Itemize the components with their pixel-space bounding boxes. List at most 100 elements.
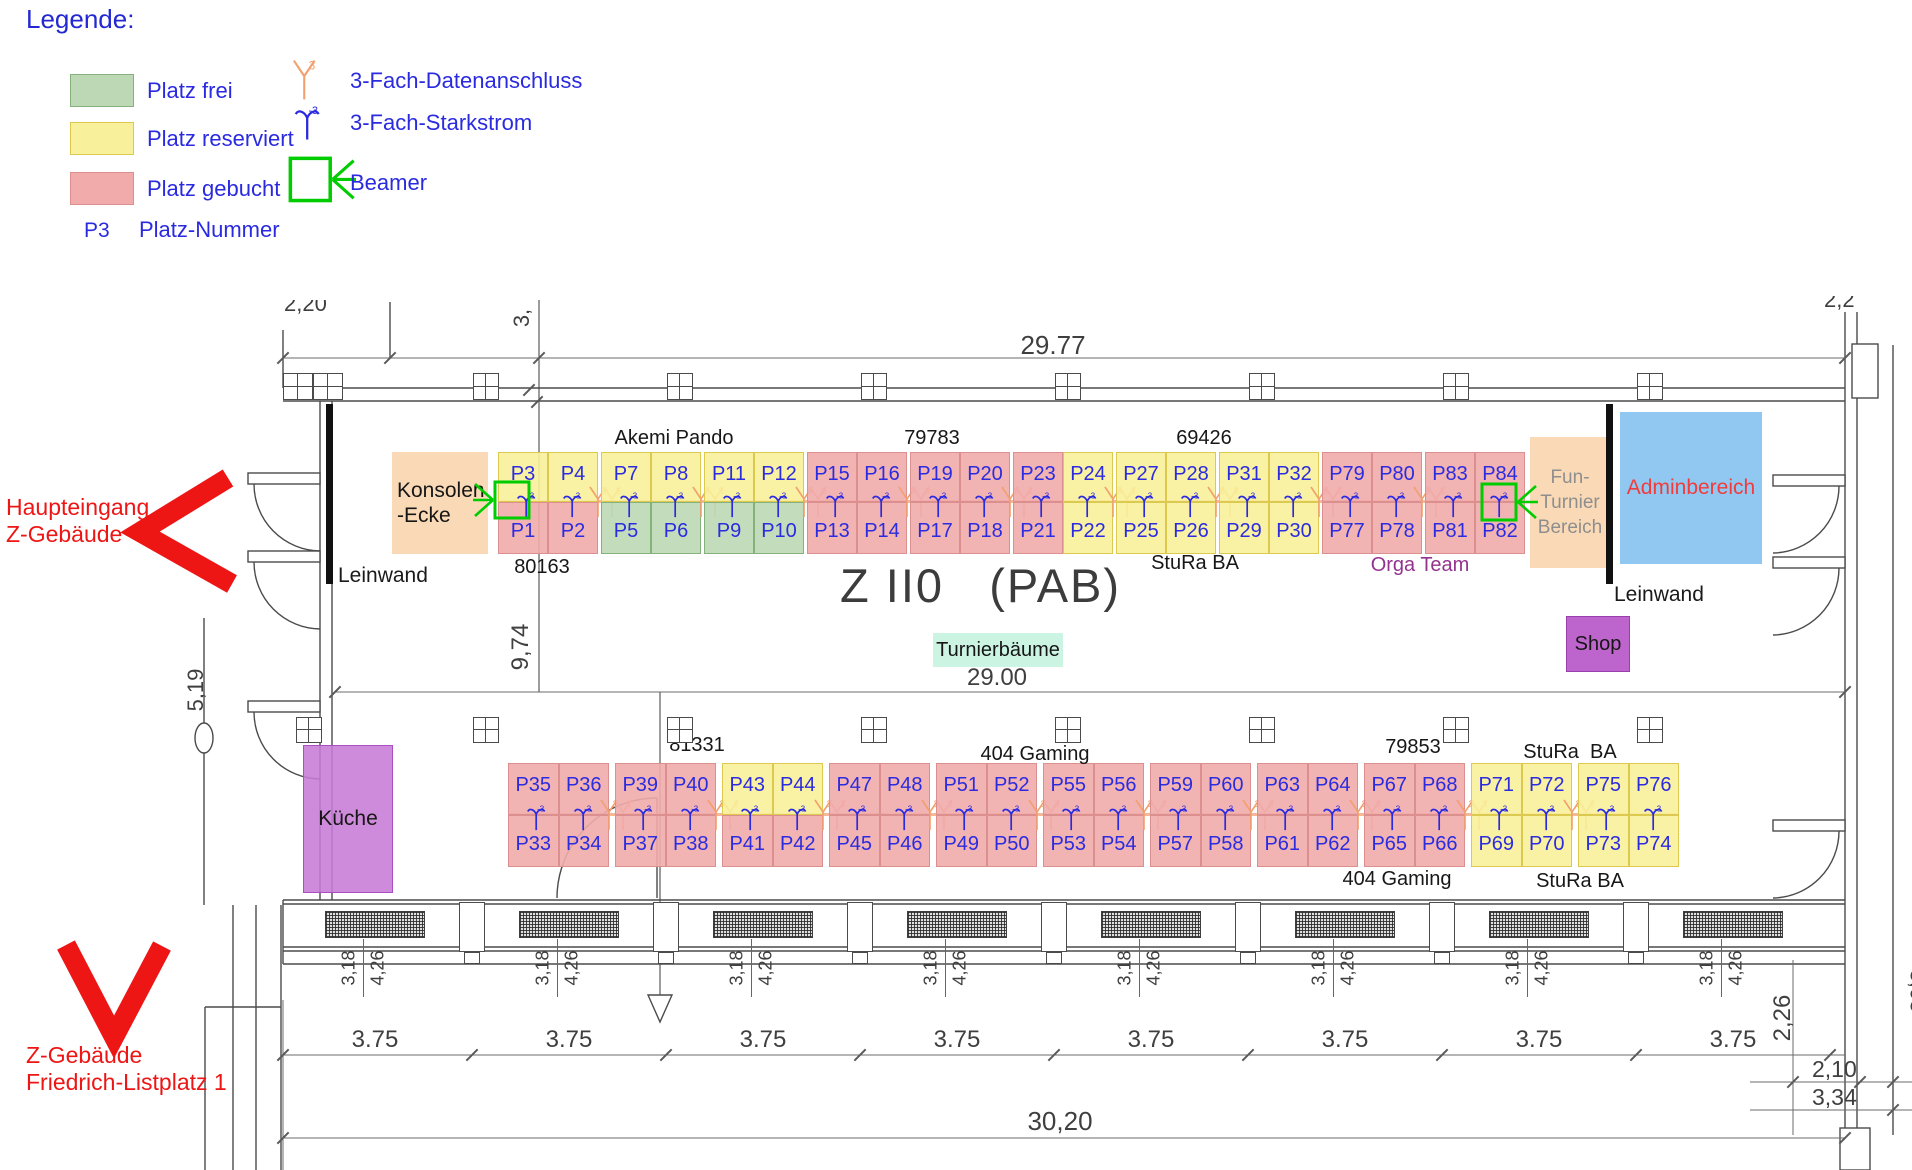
starkstrom-icon: -3	[1383, 804, 1402, 831]
seat-P60[interactable]: P60	[1200, 763, 1251, 815]
dim-window-divider	[751, 939, 752, 997]
seat-P11[interactable]: P11	[704, 452, 754, 502]
seat-P21[interactable]: P21	[1013, 502, 1063, 554]
seat-P16[interactable]: P16	[857, 452, 907, 502]
seat-P49[interactable]: P49	[936, 815, 987, 867]
seat-P13[interactable]: P13	[807, 502, 857, 554]
seat-label: P75	[1585, 774, 1622, 796]
seat-P9[interactable]: P9	[704, 502, 754, 554]
seat-P75[interactable]: P75	[1578, 763, 1629, 815]
seat-P7[interactable]: P7	[601, 452, 651, 502]
seat-P20[interactable]: P20	[960, 452, 1010, 502]
seat-P19[interactable]: P19	[910, 452, 960, 502]
seat-P41[interactable]: P41	[722, 815, 773, 867]
seat-P8[interactable]: P8	[651, 452, 701, 502]
seat-P33[interactable]: P33	[508, 815, 559, 867]
legend-item-label: Platz reserviert	[147, 126, 294, 151]
seat-P54[interactable]: P54	[1093, 815, 1144, 867]
svg-text:-3: -3	[798, 804, 806, 813]
seat-P56[interactable]: P56	[1093, 763, 1144, 815]
wall-pillar	[1429, 902, 1455, 952]
seat-P29[interactable]: P29	[1219, 502, 1269, 554]
seat-P15[interactable]: P15	[807, 452, 857, 502]
seat-P27[interactable]: P27	[1116, 452, 1166, 502]
seat-label: P12	[761, 463, 797, 485]
seat-P45[interactable]: P45	[829, 815, 880, 867]
wall-pillar-foot	[852, 952, 868, 964]
area-label: Fun-	[1550, 467, 1590, 488]
seat-P17[interactable]: P17	[910, 502, 960, 554]
dim-window-a: 3,18	[726, 950, 747, 986]
seat-P40[interactable]: P40	[665, 763, 716, 815]
group-label: StuRa BA	[1523, 741, 1617, 763]
seat-P64[interactable]: P64	[1307, 763, 1358, 815]
dim-window-a: 3,18	[1308, 950, 1329, 986]
seat-P67[interactable]: P67	[1364, 763, 1415, 815]
seat-P71[interactable]: P71	[1471, 763, 1522, 815]
seat-P65[interactable]: P65	[1364, 815, 1415, 867]
seat-P52[interactable]: P52	[986, 763, 1037, 815]
seat-P36[interactable]: P36	[558, 763, 609, 815]
seat-P37[interactable]: P37	[615, 815, 666, 867]
seat-label: P77	[1329, 520, 1365, 542]
seat-P77[interactable]: P77	[1322, 502, 1372, 554]
seat-P69[interactable]: P69	[1471, 815, 1522, 867]
seat-P44[interactable]: P44	[772, 763, 823, 815]
seat-P39[interactable]: P39	[615, 763, 666, 815]
seat-P66[interactable]: P66	[1414, 815, 1465, 867]
seat-P68[interactable]: P68	[1414, 763, 1465, 815]
seat-label: P53	[1050, 833, 1087, 855]
seat-P72[interactable]: P72	[1521, 763, 1572, 815]
seat-P5[interactable]: P5	[601, 502, 651, 554]
seat-P12[interactable]: P12	[754, 452, 804, 502]
seat-P23[interactable]: P23	[1013, 452, 1063, 502]
seat-label: P29	[1226, 520, 1262, 542]
seat-P31[interactable]: P31	[1219, 452, 1269, 502]
seat-P57[interactable]: P57	[1150, 815, 1201, 867]
svg-text:-3: -3	[985, 491, 993, 500]
seat-P53[interactable]: P53	[1043, 815, 1094, 867]
seat-P10[interactable]: P10	[754, 502, 804, 554]
seat-P73[interactable]: P73	[1578, 815, 1629, 867]
seat-label: P8	[663, 463, 689, 485]
seat-P3[interactable]: P3	[498, 452, 548, 502]
seat-P80[interactable]: P80	[1372, 452, 1422, 502]
dim-window-a: 3,18	[1502, 950, 1523, 986]
dim-window-a: 3,18	[1696, 950, 1717, 986]
seat-P24[interactable]: P24	[1063, 452, 1113, 502]
seat-P47[interactable]: P47	[829, 763, 880, 815]
seat-P43[interactable]: P43	[722, 763, 773, 815]
seat-P32[interactable]: P32	[1269, 452, 1319, 502]
seat-P1[interactable]: P1	[498, 502, 548, 554]
address-label-line2: Friedrich-Listplatz 1	[26, 1069, 227, 1095]
seat-P35[interactable]: P35	[508, 763, 559, 815]
svg-text:-3: -3	[1500, 491, 1508, 500]
area-label: Konsolen	[397, 479, 485, 502]
seat-P59[interactable]: P59	[1150, 763, 1201, 815]
seat-P76[interactable]: P76	[1628, 763, 1679, 815]
seat-P4[interactable]: P4	[548, 452, 598, 502]
starkstrom-icon: -3	[634, 804, 653, 831]
seat-P63[interactable]: P63	[1257, 763, 1308, 815]
seat-P61[interactable]: P61	[1257, 815, 1308, 867]
wall-pillar-foot	[1628, 952, 1644, 964]
seat-P78[interactable]: P78	[1372, 502, 1422, 554]
seat-P79[interactable]: P79	[1322, 452, 1372, 502]
svg-text:-3: -3	[939, 491, 947, 500]
seat-P55[interactable]: P55	[1043, 763, 1094, 815]
seat-P81[interactable]: P81	[1425, 502, 1475, 554]
seat-P25[interactable]: P25	[1116, 502, 1166, 554]
seat-P51[interactable]: P51	[936, 763, 987, 815]
seat-block: P83 P84 P81 P82 -3 -3	[1425, 452, 1538, 554]
seat-P22[interactable]: P22	[1063, 502, 1113, 554]
seat-label: P67	[1371, 774, 1408, 796]
legend-symbol-label: 3-Fach-Starkstrom	[350, 110, 533, 135]
seat-P83[interactable]: P83	[1425, 452, 1475, 502]
svg-text:-3: -3	[1454, 491, 1462, 500]
seat-P48[interactable]: P48	[879, 763, 930, 815]
